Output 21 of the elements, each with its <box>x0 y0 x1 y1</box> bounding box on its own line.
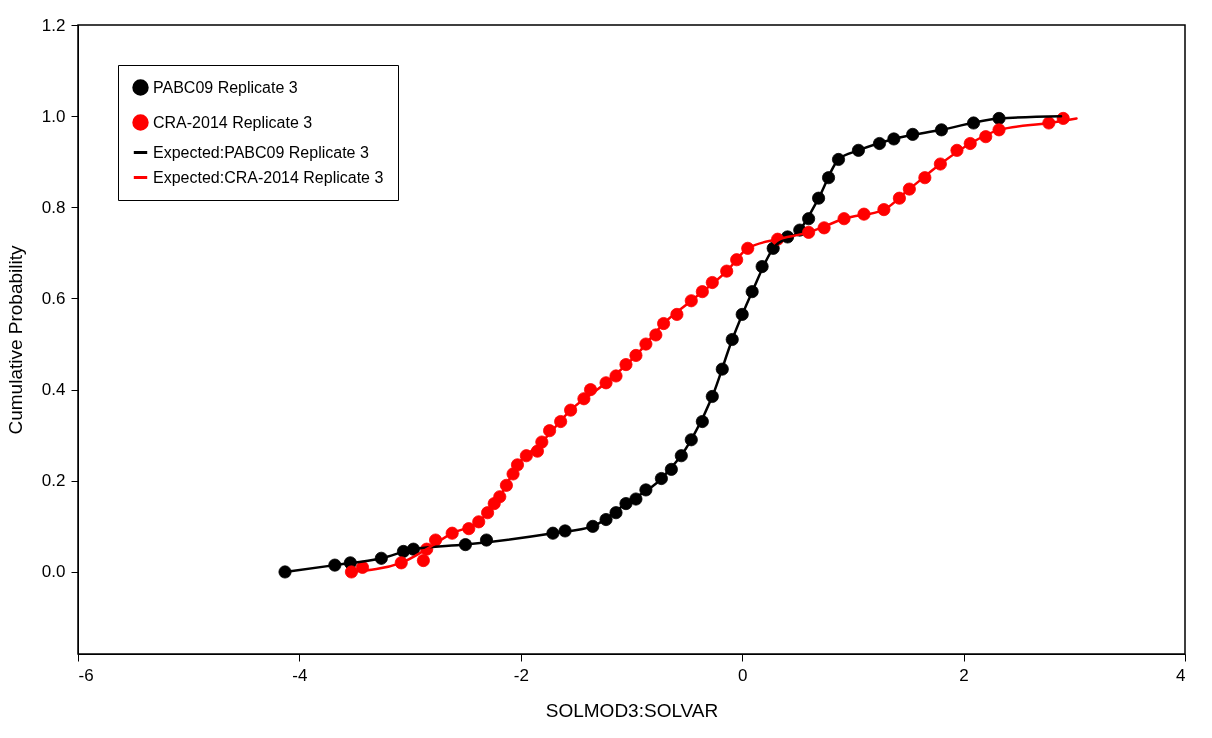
y-tick-label: 0.4 <box>41 380 66 400</box>
y-tick-label: 0.6 <box>41 288 66 308</box>
x-tick-label: 4 <box>1176 665 1186 685</box>
x-tick-label: -6 <box>78 665 94 685</box>
y-tick-label: 0.8 <box>41 197 66 217</box>
y-axis-title: Cumulative Probability <box>4 244 26 435</box>
legend-label: CRA-2014 Replicate 3 <box>153 113 313 131</box>
y-tick-label: 1.2 <box>41 15 66 35</box>
y-tick-label: 1.0 <box>41 106 66 126</box>
x-tick-label: -2 <box>513 665 529 685</box>
legend-label: PABC09 Replicate 3 <box>153 78 298 96</box>
x-tick-label: 2 <box>959 665 969 685</box>
x-tick-label: -4 <box>292 665 308 685</box>
legend-label: Expected:PABC09 Replicate 3 <box>153 143 369 161</box>
y-tick-label: 0.0 <box>41 562 66 582</box>
legend-label: Expected:CRA-2014 Replicate 3 <box>153 168 384 186</box>
point <box>416 554 430 568</box>
x-axis-title: SOLMOD3:SOLVAR <box>545 699 719 721</box>
x-tick-label: 0 <box>737 665 748 685</box>
point <box>278 565 292 579</box>
y-tick-label: 0.2 <box>41 471 66 491</box>
